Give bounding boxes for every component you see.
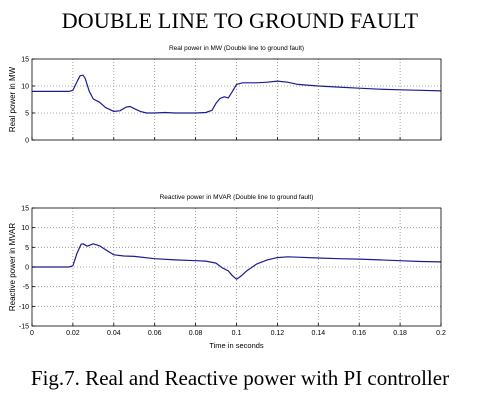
y-tick-label: 15 [21,206,29,213]
x-tick-label: 0.06 [148,330,162,337]
y-axis-label: Reactive power in MVAR [8,223,17,312]
reactive-power-chart: 0 0.02 0.04 0.06 0.08 0.1 0.12 0.14 0.16 0.18 0.2 -… [8,194,446,350]
x-tick-label: 0.18 [393,330,407,337]
x-tick-label: 0.04 [107,330,121,337]
y-axis-label: Real power in MW [8,66,17,132]
x-axis-label: Time in seconds [209,341,264,350]
x-tick-label: 0.02 [66,330,80,337]
x-tick-label: 0.14 [311,330,325,337]
chart-title: Real power in MW (Double line to ground … [169,45,304,52]
figure-caption: Fig.7. Real and Reactive power with PI c… [30,366,450,390]
series-line [32,74,442,114]
real-power-chart: 0 5 10 15 Real power in MW (Double line to g… [8,45,442,145]
y-tick-label: 10 [21,84,29,91]
x-tick-label: 0 [30,330,34,337]
figure-title: DOUBLE LINE TO GROUND FAULT [61,8,419,33]
y-tick-label: 15 [21,57,29,64]
y-tick-label: 10 [21,225,29,232]
x-tick-label: 0.08 [189,330,203,337]
plot-area [32,59,441,140]
y-tick-label: -5 [23,284,29,291]
x-tick-label: 0.12 [271,330,285,337]
y-tick-label: 5 [25,111,29,118]
y-tick-label: -15 [19,324,29,331]
y-tick-label: -10 [19,304,29,311]
x-tick-label: 0.16 [352,330,366,337]
series-line [32,243,442,280]
y-tick-label: 0 [25,138,29,145]
y-tick-label: 5 [25,245,29,252]
x-tick-label: 0.1 [232,330,242,337]
chart-title: Reactive power in MVAR (Double line to g… [160,194,314,201]
x-tick-label: 0.2 [436,330,446,337]
y-tick-label: 0 [25,265,29,272]
